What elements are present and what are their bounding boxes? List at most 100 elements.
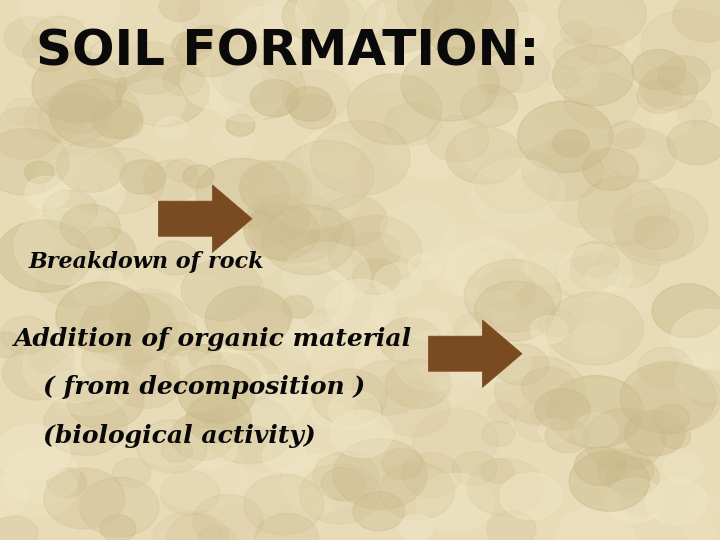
Circle shape xyxy=(452,318,548,389)
Circle shape xyxy=(381,201,458,259)
Circle shape xyxy=(55,226,138,288)
Circle shape xyxy=(0,129,69,195)
Circle shape xyxy=(282,0,349,41)
Circle shape xyxy=(291,95,336,129)
Circle shape xyxy=(296,0,385,46)
Circle shape xyxy=(379,318,441,364)
Circle shape xyxy=(663,453,703,482)
Circle shape xyxy=(171,350,210,380)
Circle shape xyxy=(221,56,305,119)
Circle shape xyxy=(642,9,720,77)
Circle shape xyxy=(256,514,318,540)
Circle shape xyxy=(179,0,264,44)
Circle shape xyxy=(560,21,593,45)
Circle shape xyxy=(4,17,58,58)
Circle shape xyxy=(401,48,499,121)
Circle shape xyxy=(313,451,379,501)
Circle shape xyxy=(78,148,165,213)
Circle shape xyxy=(554,258,608,299)
Circle shape xyxy=(166,158,198,182)
Circle shape xyxy=(270,0,322,19)
Circle shape xyxy=(617,148,657,179)
Circle shape xyxy=(191,353,260,404)
Circle shape xyxy=(559,0,638,58)
Circle shape xyxy=(63,150,124,196)
Circle shape xyxy=(75,382,104,404)
Circle shape xyxy=(685,371,720,406)
Circle shape xyxy=(71,265,125,305)
Circle shape xyxy=(652,404,689,433)
Circle shape xyxy=(203,396,294,464)
Circle shape xyxy=(352,259,400,295)
Circle shape xyxy=(427,116,489,162)
Circle shape xyxy=(159,0,200,22)
Text: (biological activity): (biological activity) xyxy=(43,424,316,448)
Circle shape xyxy=(284,315,352,366)
Circle shape xyxy=(226,114,255,136)
Circle shape xyxy=(50,79,140,147)
Circle shape xyxy=(480,343,531,382)
Circle shape xyxy=(554,38,597,70)
Circle shape xyxy=(485,44,549,92)
Circle shape xyxy=(80,292,176,365)
Circle shape xyxy=(67,372,144,430)
Circle shape xyxy=(249,193,343,263)
Circle shape xyxy=(56,140,125,192)
Circle shape xyxy=(263,439,307,472)
Circle shape xyxy=(624,410,685,456)
Circle shape xyxy=(461,85,517,127)
Circle shape xyxy=(378,382,450,437)
Circle shape xyxy=(171,31,212,62)
Circle shape xyxy=(105,110,143,139)
Circle shape xyxy=(36,252,109,307)
Circle shape xyxy=(548,165,631,228)
Circle shape xyxy=(112,357,181,408)
Circle shape xyxy=(539,419,570,443)
Circle shape xyxy=(32,52,127,123)
Circle shape xyxy=(32,16,88,58)
Circle shape xyxy=(189,345,222,369)
Circle shape xyxy=(137,420,207,473)
Circle shape xyxy=(384,103,441,146)
Circle shape xyxy=(166,514,229,540)
Circle shape xyxy=(688,490,720,516)
Circle shape xyxy=(497,14,545,49)
Circle shape xyxy=(60,176,103,207)
Circle shape xyxy=(671,309,720,368)
Circle shape xyxy=(675,353,720,401)
Circle shape xyxy=(326,279,396,332)
Circle shape xyxy=(242,0,305,46)
Circle shape xyxy=(247,194,310,241)
Circle shape xyxy=(487,511,536,540)
Text: ( from decomposition ): ( from decomposition ) xyxy=(43,375,366,399)
Circle shape xyxy=(439,224,506,274)
Circle shape xyxy=(672,0,720,42)
Circle shape xyxy=(608,121,645,149)
Circle shape xyxy=(637,79,683,113)
Circle shape xyxy=(163,65,204,96)
Circle shape xyxy=(470,159,564,230)
Circle shape xyxy=(525,251,570,284)
Circle shape xyxy=(301,280,372,333)
Circle shape xyxy=(47,468,86,497)
Circle shape xyxy=(652,107,691,137)
Circle shape xyxy=(597,241,660,288)
Circle shape xyxy=(397,0,492,40)
Circle shape xyxy=(221,310,313,379)
Circle shape xyxy=(282,70,350,122)
Circle shape xyxy=(292,488,332,518)
Circle shape xyxy=(224,0,261,22)
Circle shape xyxy=(277,213,330,253)
Circle shape xyxy=(549,58,599,96)
Circle shape xyxy=(29,339,75,374)
Circle shape xyxy=(514,401,570,442)
Circle shape xyxy=(153,440,247,510)
Circle shape xyxy=(547,376,644,448)
Circle shape xyxy=(531,403,564,428)
Circle shape xyxy=(100,515,136,540)
Circle shape xyxy=(330,410,393,457)
Circle shape xyxy=(239,160,307,211)
Circle shape xyxy=(353,492,405,531)
Circle shape xyxy=(0,220,91,292)
Circle shape xyxy=(582,148,639,191)
